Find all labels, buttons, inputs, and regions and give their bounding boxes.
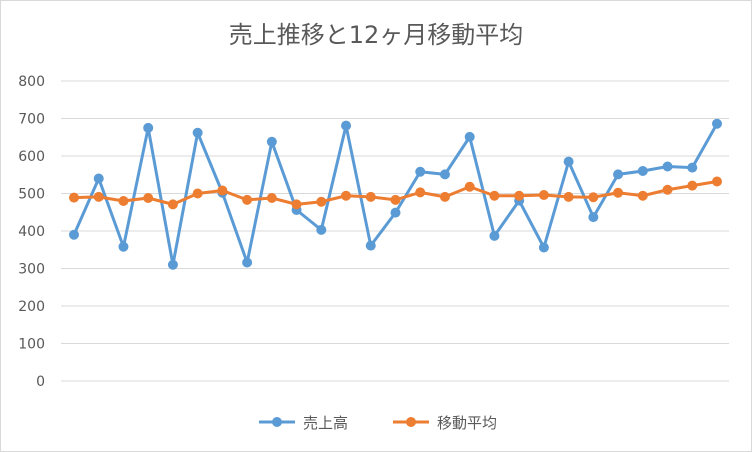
y-tick-label: 300 [18, 262, 45, 278]
series-2-point [93, 191, 104, 202]
series-1-point [489, 230, 500, 241]
y-tick-label: 700 [18, 112, 45, 128]
series-1-point [662, 161, 673, 172]
series-1-point [613, 169, 624, 180]
series-2-point [464, 181, 475, 192]
series-1-point [93, 173, 104, 184]
series-2-point [118, 196, 129, 206]
series-2-point [613, 187, 624, 198]
series-2-point [143, 193, 154, 203]
series-1-point [167, 259, 178, 270]
series-1-point [69, 229, 79, 240]
series-1-point [341, 120, 352, 131]
series-2-point [662, 184, 673, 195]
series-2-point [712, 176, 722, 187]
series-1-point [712, 118, 722, 129]
series-2-point [291, 199, 302, 210]
series-2-point [316, 196, 327, 207]
series-2-point [217, 185, 228, 196]
series-2-point [69, 192, 79, 203]
legend-label-1: 売上高 [303, 414, 348, 432]
series-1-point [365, 240, 376, 251]
series-2-point [341, 190, 352, 201]
y-tick-label: 0 [36, 374, 45, 390]
series-1-point [637, 166, 648, 176]
series-1-point [439, 169, 450, 180]
series-1-point [538, 242, 549, 253]
series-2-point [365, 191, 376, 202]
series-2-point [514, 190, 525, 201]
series-2-point [489, 190, 500, 201]
series-2-point [439, 191, 450, 202]
series-2-point [266, 193, 277, 203]
series-1-point [118, 241, 129, 252]
series-1-point [242, 257, 253, 268]
y-tick-label: 500 [18, 187, 45, 203]
legend-marker-1 [272, 417, 282, 427]
series-1-point [563, 156, 574, 167]
legend-label-2: 移動平均 [437, 414, 497, 432]
chart-title: 売上推移と12ヶ月移動平均 [228, 21, 524, 49]
series-1-point [266, 136, 277, 147]
series-1-point [143, 122, 154, 133]
y-tick-label: 400 [18, 224, 45, 240]
series-1-point [464, 131, 475, 142]
y-tick-label: 100 [18, 337, 45, 353]
series-1-point [192, 127, 203, 138]
series-2-point [637, 190, 648, 201]
series-1-point [415, 166, 426, 177]
series-2-point [415, 187, 426, 198]
series-2-point [687, 180, 698, 191]
series-2-point [192, 188, 203, 199]
y-tick-label: 600 [18, 149, 45, 165]
series-1-point [390, 207, 401, 218]
series-1-point [316, 224, 327, 235]
series-1-point [588, 212, 599, 223]
series-2-point [390, 194, 401, 205]
y-tick-label: 800 [18, 74, 45, 90]
series-1-point [687, 162, 698, 173]
series-2-point [588, 192, 599, 203]
series-2-point [563, 191, 574, 202]
series-2-point [538, 190, 549, 200]
series-2-point [167, 199, 178, 210]
series-2-point [242, 194, 253, 205]
legend-marker-2 [406, 417, 416, 427]
y-tick-label: 200 [18, 299, 45, 315]
